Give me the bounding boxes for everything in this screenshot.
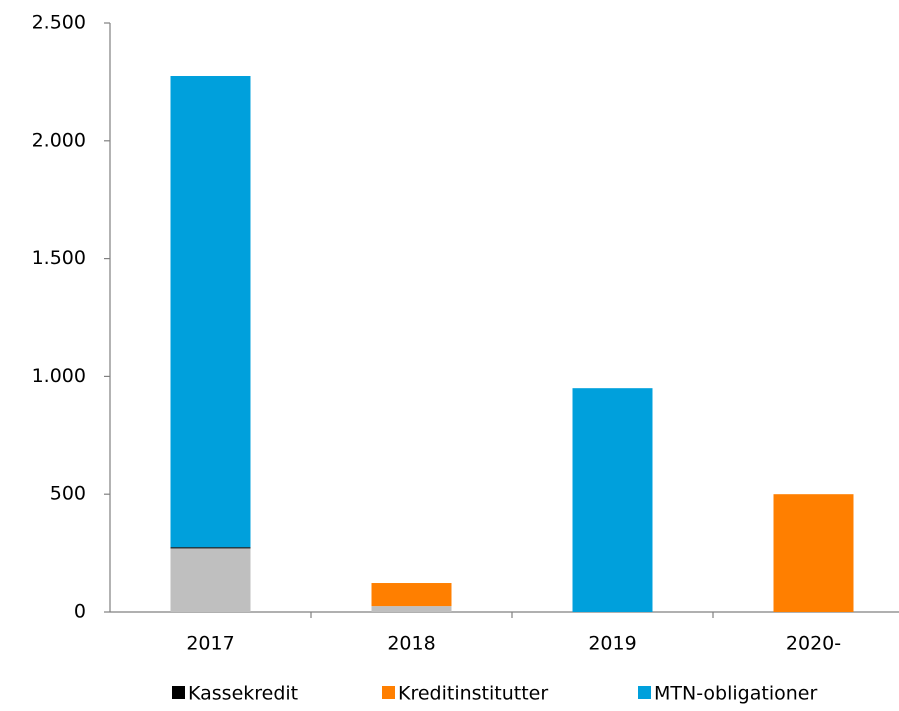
bar-segment: [170, 76, 251, 548]
x-tick-label: 2018: [387, 633, 435, 655]
y-tick-label: 0: [74, 601, 86, 623]
legend-label: Kassekredit: [188, 683, 298, 705]
bar-segment: [170, 547, 251, 549]
x-tick-label: 2020-: [786, 633, 841, 655]
legend-swatch: [382, 686, 395, 699]
y-tick-label: 1.500: [32, 247, 86, 269]
bar-segment: [170, 548, 251, 612]
y-tick-label: 2.500: [32, 12, 86, 34]
legend-label: Kreditinstitutter: [398, 683, 548, 705]
y-tick-label: 500: [50, 483, 86, 505]
x-tick-label: 2019: [588, 633, 636, 655]
legend-swatch: [638, 686, 651, 699]
bar-segment: [371, 606, 452, 612]
legend-label: MTN-obligationer: [654, 683, 817, 705]
y-tick-label: 1.000: [32, 365, 86, 387]
x-tick-label: 2017: [186, 633, 234, 655]
bar-segment: [572, 388, 653, 612]
legend-swatch: [172, 686, 185, 699]
bar-segment: [773, 494, 854, 612]
y-tick-label: 2.000: [32, 129, 86, 151]
bar-segment: [371, 583, 452, 607]
